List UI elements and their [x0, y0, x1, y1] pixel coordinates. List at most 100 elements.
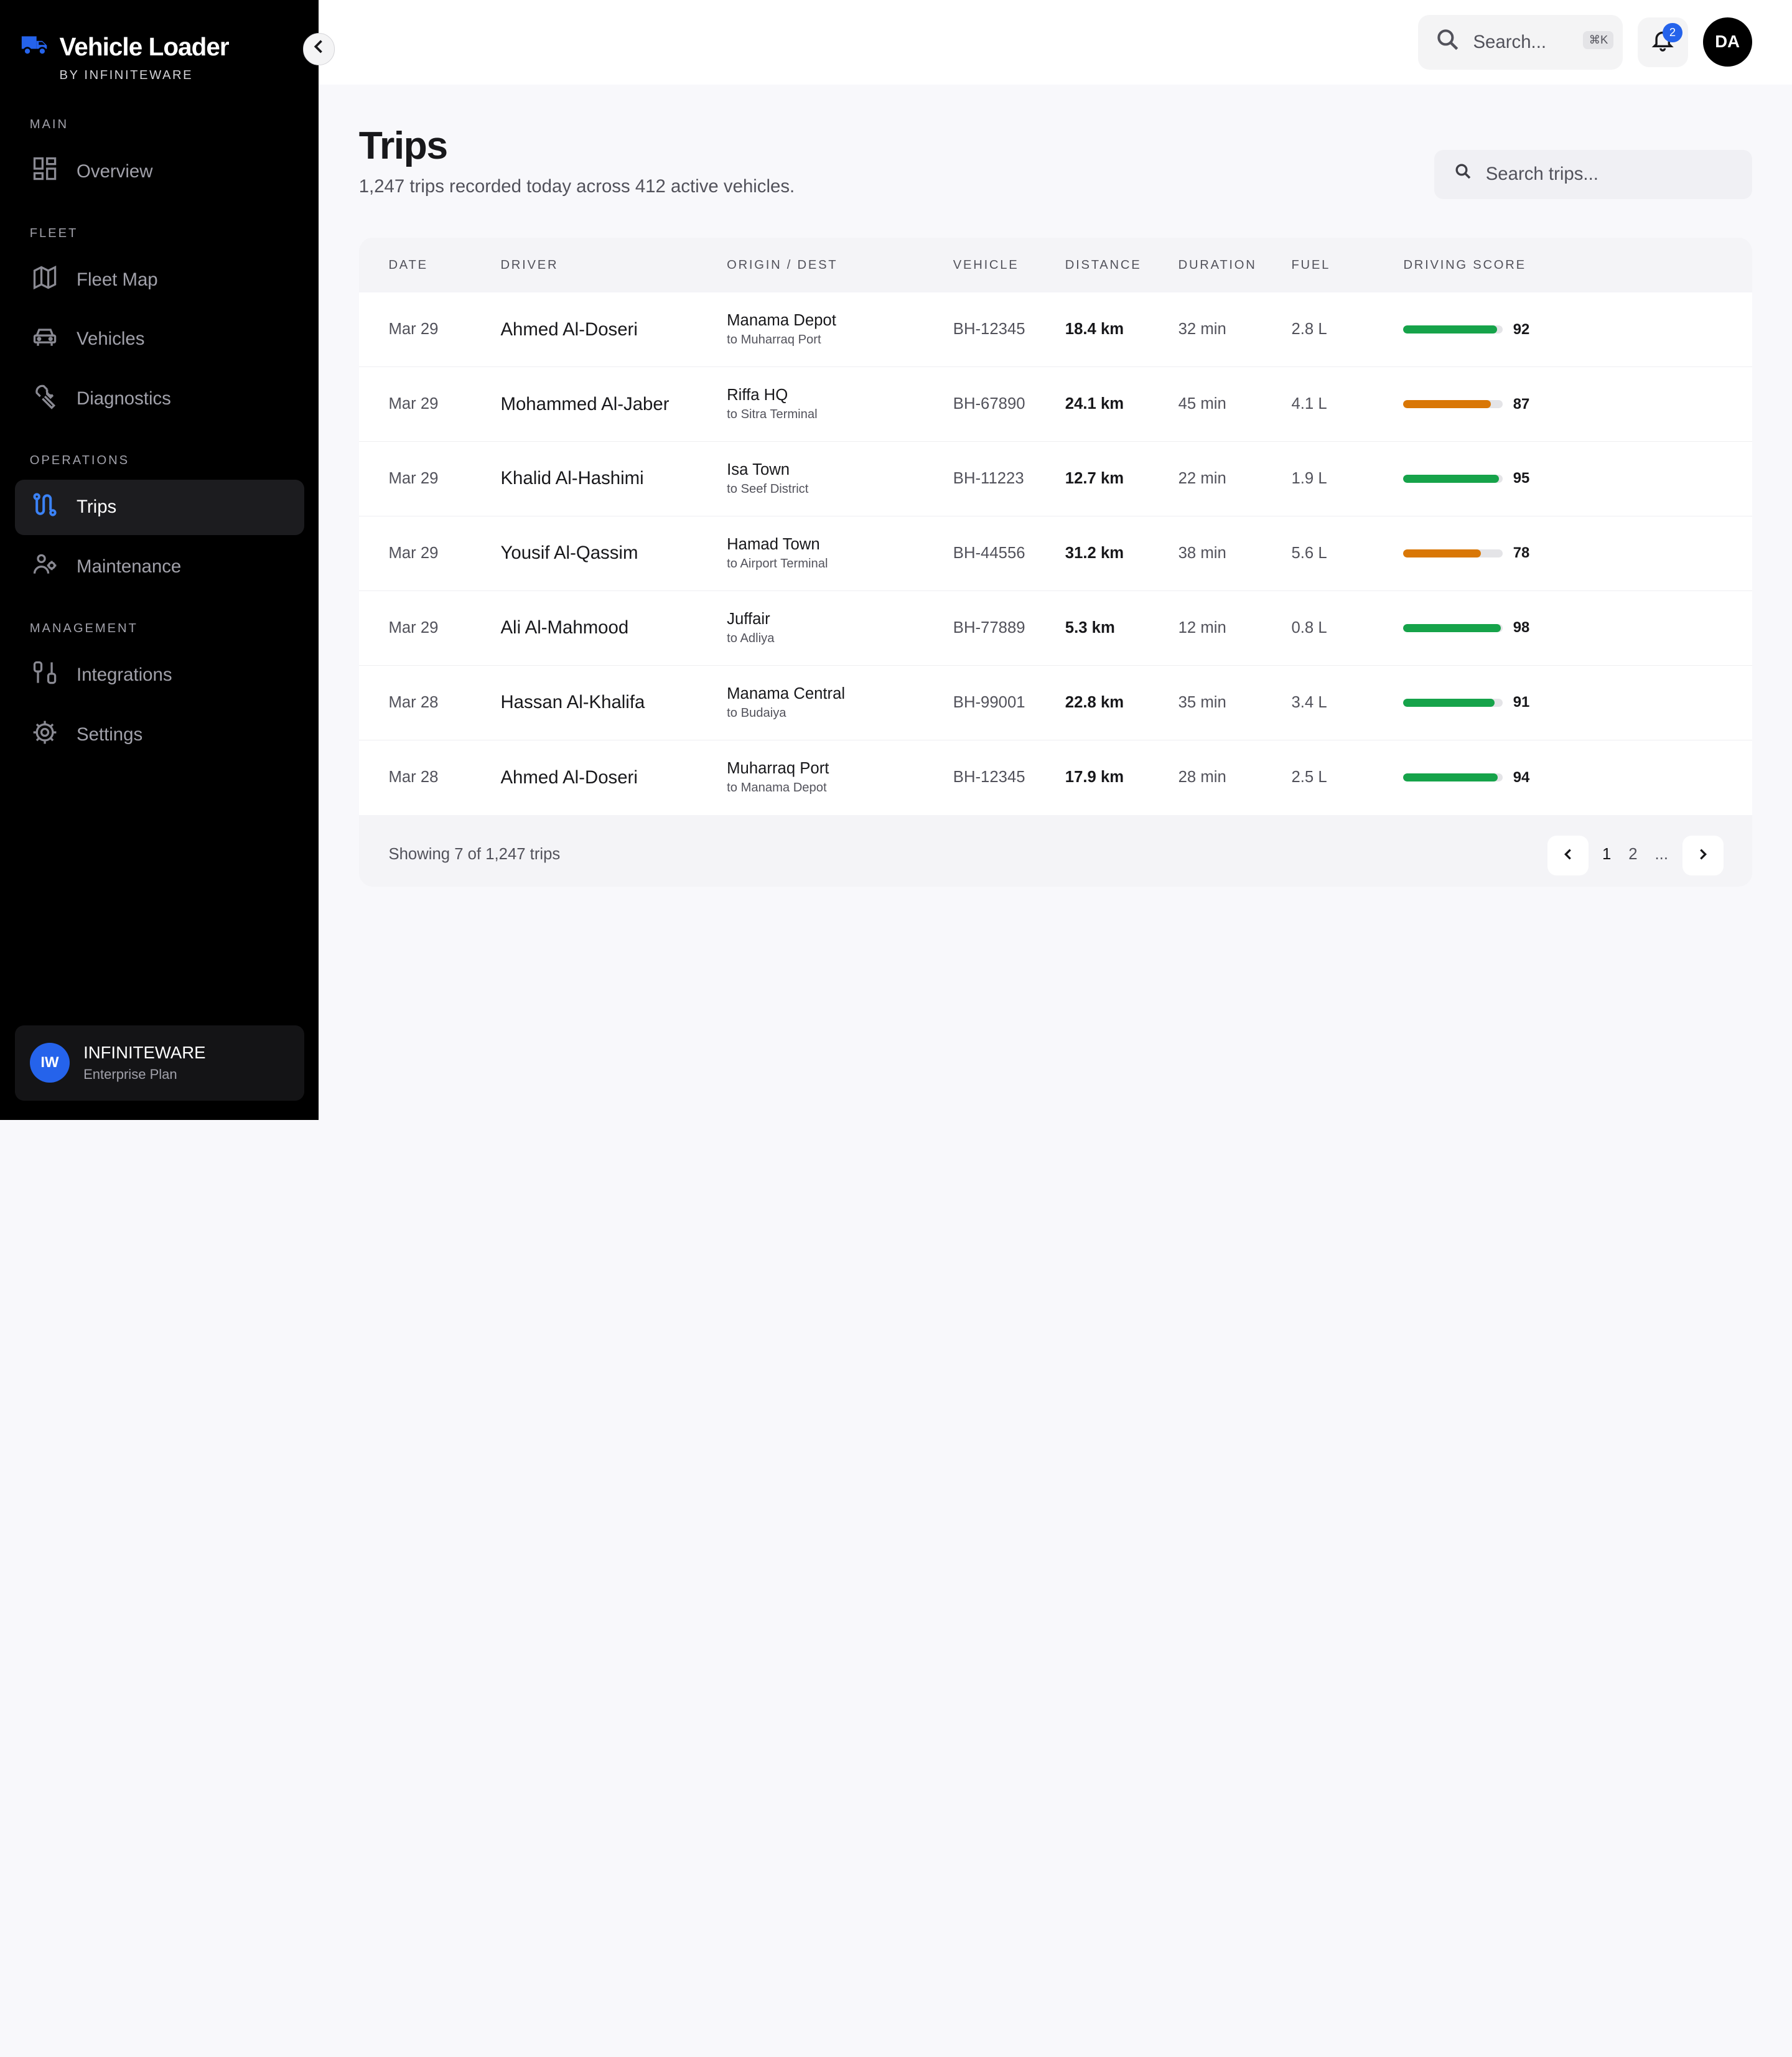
column-header-driver[interactable]: DRIVER: [500, 258, 559, 273]
brand[interactable]: Vehicle Loader: [21, 32, 230, 62]
score-bar-fill: [1403, 773, 1498, 782]
trip-driver[interactable]: Yousif Al-Qassim: [500, 543, 638, 564]
trip-driver[interactable]: Ahmed Al-Doseri: [500, 319, 638, 340]
trip-fuel: 3.4 L: [1291, 693, 1327, 711]
sidebar-item-settings[interactable]: Settings: [15, 707, 304, 762]
trip-route: Muharraq Port to Manama Depot: [727, 740, 829, 815]
trip-vehicle[interactable]: BH-44556: [953, 544, 1025, 562]
table-row[interactable]: Mar 29 Ali Al-Mahmood Juffair to Adliya BH-7…: [358, 591, 1752, 666]
trip-vehicle[interactable]: BH-12345: [953, 320, 1025, 338]
sidebar-item-maintenance[interactable]: Maintenance: [15, 539, 304, 594]
score-value: 94: [1513, 768, 1530, 786]
trip-origin: Hamad Town: [727, 535, 820, 553]
notifications-button[interactable]: 2: [1637, 17, 1688, 68]
page-2-button[interactable]: 2: [1628, 846, 1638, 864]
trip-destination: to Airport Terminal: [727, 557, 828, 571]
trip-vehicle[interactable]: BH-67890: [953, 395, 1025, 413]
search-icon: [1454, 162, 1473, 186]
page-title: Trips: [358, 124, 448, 168]
column-header-duration[interactable]: DURATION: [1178, 258, 1257, 273]
trip-search-placeholder: Search trips...: [1485, 164, 1598, 185]
showing-count: Showing 7 of 1,247 trips: [388, 846, 561, 864]
trip-distance: 22.8 km: [1065, 693, 1124, 711]
sidebar-collapse-button[interactable]: [302, 33, 335, 65]
trip-route: Riffa HQ to Sitra Terminal: [727, 367, 817, 441]
trip-score: 87: [1403, 367, 1529, 441]
trip-fuel: 2.8 L: [1291, 320, 1327, 338]
trip-driver[interactable]: Khalid Al-Hashimi: [500, 468, 644, 489]
column-header-fuel[interactable]: FUEL: [1291, 258, 1331, 273]
table-row[interactable]: Mar 29 Ahmed Al-Doseri Manama Depot to Muha…: [358, 292, 1752, 368]
trip-driver[interactable]: Mohammed Al-Jaber: [500, 393, 670, 414]
score-bar: [1403, 698, 1503, 707]
trip-date: Mar 29: [388, 618, 439, 637]
trip-score: 92: [1403, 292, 1529, 366]
user-avatar[interactable]: DA: [1702, 17, 1752, 67]
trip-vehicle[interactable]: BH-99001: [953, 693, 1025, 711]
column-header-distance[interactable]: DISTANCE: [1065, 258, 1142, 273]
trip-destination: to Seef District: [727, 482, 809, 497]
column-header-vehicle[interactable]: VEHICLE: [953, 258, 1019, 273]
trip-date: Mar 28: [388, 693, 439, 711]
sidebar-item-diagnostics[interactable]: Diagnostics: [15, 371, 304, 426]
next-page-button[interactable]: [1682, 835, 1724, 875]
sidebar-item-label: Integrations: [77, 665, 172, 686]
gear-icon: [31, 719, 58, 751]
sidebar-item-trips[interactable]: Trips: [14, 480, 304, 535]
org-switcher[interactable]: IW INFINITEWARE Enterprise Plan: [14, 1025, 304, 1101]
table-row[interactable]: Mar 28 Hassan Al-Khalifa Manama Central to …: [358, 666, 1752, 740]
score-value: 87: [1513, 395, 1530, 413]
sidebar-item-fleet-map[interactable]: Fleet Map: [15, 253, 304, 307]
brand-subtitle: BY INFINITEWARE: [59, 68, 194, 83]
trip-route: Manama Depot to Muharraq Port: [727, 292, 836, 366]
trip-route: Manama Central to Budaiya: [727, 666, 845, 740]
trips-table: DATE DRIVER ORIGIN / DEST VEHICLE DISTAN…: [358, 238, 1752, 887]
trip-vehicle[interactable]: BH-77889: [953, 618, 1025, 637]
trip-driver[interactable]: Hassan Al-Khalifa: [500, 692, 645, 713]
trip-destination: to Muharraq Port: [727, 333, 821, 347]
trip-distance: 17.9 km: [1065, 768, 1124, 786]
column-header-date[interactable]: DATE: [388, 258, 428, 273]
search-icon: [1434, 26, 1462, 58]
table-row[interactable]: Mar 29 Yousif Al-Qassim Hamad Town to Airpo…: [358, 516, 1752, 591]
trip-vehicle[interactable]: BH-11223: [953, 469, 1024, 487]
sidebar-item-vehicles[interactable]: Vehicles: [15, 312, 304, 366]
trip-driver[interactable]: Ahmed Al-Doseri: [500, 767, 638, 788]
trip-distance: 31.2 km: [1065, 544, 1124, 562]
trip-duration: 22 min: [1178, 469, 1226, 487]
truck-icon: [21, 32, 50, 62]
sidebar-item-integrations[interactable]: Integrations: [15, 648, 304, 702]
column-header-score[interactable]: DRIVING SCORE: [1403, 258, 1526, 273]
trip-date: Mar 29: [388, 320, 439, 338]
trip-search-input[interactable]: Search trips...: [1434, 149, 1752, 199]
table-row[interactable]: Mar 28 Ahmed Al-Doseri Muharraq Port to Man…: [359, 740, 1752, 815]
table-row[interactable]: Mar 29 Mohammed Al-Jaber Riffa HQ to Sitra …: [358, 367, 1752, 442]
score-value: 92: [1513, 320, 1530, 338]
trip-fuel: 2.5 L: [1291, 768, 1327, 786]
notification-badge: 2: [1663, 22, 1682, 42]
trip-duration: 28 min: [1178, 768, 1226, 786]
column-header-route[interactable]: ORIGIN / DEST: [727, 258, 838, 273]
trip-driver[interactable]: Ali Al-Mahmood: [500, 617, 629, 638]
shortcut-hint: ⌘K: [1583, 30, 1614, 49]
score-bar: [1403, 623, 1503, 632]
trip-vehicle[interactable]: BH-12345: [953, 768, 1025, 786]
page-1-button[interactable]: 1: [1602, 846, 1612, 864]
sidebar-item-overview[interactable]: Overview: [15, 144, 304, 198]
score-bar-fill: [1403, 325, 1497, 334]
trip-duration: 12 min: [1178, 618, 1226, 637]
score-bar: [1403, 549, 1503, 557]
org-name: INFINITEWARE: [83, 1043, 206, 1063]
trip-distance: 5.3 km: [1065, 618, 1115, 637]
table-row[interactable]: Mar 29 Khalid Al-Hashimi Isa Town to Seef D…: [358, 442, 1752, 516]
section-label-main: MAIN: [29, 118, 68, 132]
trip-destination: to Manama Depot: [727, 781, 827, 795]
prev-page-button[interactable]: [1547, 835, 1589, 875]
table-header: DATE DRIVER ORIGIN / DEST VEHICLE DISTAN…: [359, 238, 1752, 292]
route-icon: [31, 491, 58, 523]
score-bar: [1403, 325, 1503, 334]
sidebar-item-label: Settings: [77, 724, 143, 745]
trip-origin: Muharraq Port: [727, 759, 829, 777]
global-search[interactable]: Search... ⌘K: [1418, 14, 1623, 70]
trip-date: Mar 29: [388, 469, 439, 487]
